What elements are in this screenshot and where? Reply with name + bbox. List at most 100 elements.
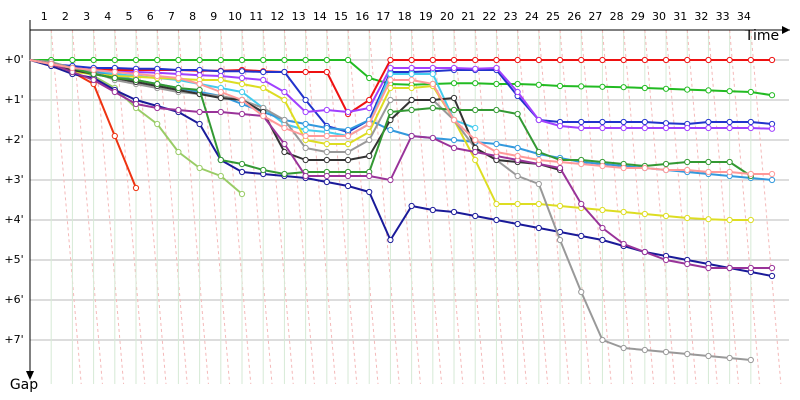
x-tick-label: 10 bbox=[228, 10, 242, 23]
data-point bbox=[450, 94, 458, 102]
lap-dash bbox=[517, 29, 549, 385]
data-point bbox=[132, 76, 140, 84]
data-point bbox=[578, 160, 585, 168]
data-point bbox=[408, 96, 415, 104]
data-point bbox=[556, 82, 564, 90]
x-tick-label: 5 bbox=[126, 10, 133, 23]
data-point bbox=[450, 64, 458, 72]
data-point bbox=[620, 208, 627, 216]
x-tick-label: 28 bbox=[610, 10, 624, 23]
data-point bbox=[344, 126, 352, 134]
data-point bbox=[768, 125, 776, 132]
y-tick-label: +2' bbox=[4, 133, 23, 146]
data-point bbox=[69, 56, 76, 64]
lap-dash bbox=[601, 29, 633, 385]
data-point bbox=[726, 118, 733, 126]
data-point bbox=[366, 96, 373, 104]
data-point bbox=[768, 92, 776, 99]
data-point bbox=[366, 152, 373, 160]
data-point bbox=[747, 264, 754, 272]
lap-dash bbox=[199, 29, 231, 385]
data-point bbox=[662, 85, 670, 92]
data-point bbox=[726, 88, 733, 95]
data-point bbox=[387, 84, 394, 92]
data-point bbox=[260, 68, 267, 76]
data-point bbox=[344, 148, 352, 156]
lap-dash bbox=[347, 29, 379, 385]
data-point bbox=[217, 76, 224, 84]
data-point bbox=[408, 202, 415, 210]
data-point bbox=[620, 84, 627, 91]
data-point bbox=[260, 76, 267, 84]
lap-dash bbox=[283, 29, 315, 385]
lap-dash bbox=[432, 29, 464, 385]
data-point bbox=[281, 124, 288, 132]
data-point bbox=[429, 96, 436, 104]
y-tick-label: +0' bbox=[4, 53, 23, 66]
lap-dash bbox=[750, 29, 782, 385]
lap-dash bbox=[729, 29, 761, 385]
lap-dash bbox=[707, 29, 739, 385]
x-tick-label: 2 bbox=[62, 10, 69, 23]
x-tick-label: 9 bbox=[210, 10, 217, 23]
data-point bbox=[747, 88, 754, 96]
data-point bbox=[599, 224, 606, 232]
data-point bbox=[323, 140, 330, 148]
data-point bbox=[514, 220, 521, 228]
data-point bbox=[641, 164, 648, 172]
lap-dash bbox=[623, 29, 655, 385]
data-point bbox=[726, 354, 733, 362]
x-tick-label: 24 bbox=[525, 10, 539, 23]
data-point bbox=[408, 106, 415, 114]
data-point bbox=[705, 56, 712, 64]
data-point bbox=[535, 148, 542, 156]
data-point bbox=[747, 56, 754, 64]
data-point bbox=[323, 106, 330, 114]
data-point bbox=[323, 156, 330, 164]
data-point bbox=[111, 68, 118, 76]
data-point bbox=[344, 182, 352, 190]
data-point bbox=[196, 56, 203, 64]
data-point bbox=[344, 132, 352, 140]
data-point bbox=[620, 240, 627, 248]
data-point bbox=[599, 236, 606, 244]
lap-dash bbox=[305, 29, 337, 385]
data-point bbox=[768, 176, 776, 184]
data-point bbox=[493, 64, 500, 72]
x-tick-label: 26 bbox=[567, 10, 581, 23]
data-point bbox=[514, 80, 521, 88]
data-point bbox=[366, 128, 373, 136]
x-tick-label: 4 bbox=[104, 10, 111, 23]
x-tick-label: 22 bbox=[482, 10, 496, 23]
data-point bbox=[556, 122, 564, 130]
x-tick-label: 15 bbox=[334, 10, 348, 23]
y-tick-label: +4' bbox=[4, 213, 23, 226]
data-point bbox=[747, 124, 754, 132]
data-point bbox=[556, 164, 564, 172]
x-tick-label: 19 bbox=[419, 10, 433, 23]
data-point bbox=[281, 148, 288, 156]
data-point bbox=[705, 216, 712, 223]
data-point bbox=[344, 156, 352, 164]
data-point bbox=[450, 56, 458, 64]
data-point bbox=[450, 136, 458, 144]
data-point bbox=[302, 144, 309, 152]
data-point bbox=[535, 224, 542, 232]
x-tick-label: 13 bbox=[292, 10, 306, 23]
data-point bbox=[344, 172, 352, 180]
data-point bbox=[302, 96, 309, 104]
lap-dash bbox=[114, 29, 146, 385]
data-point bbox=[429, 80, 436, 88]
x-tick-label: 20 bbox=[440, 10, 454, 23]
data-point bbox=[726, 264, 733, 272]
data-point bbox=[429, 70, 436, 78]
data-point bbox=[344, 56, 352, 64]
data-point bbox=[302, 68, 309, 76]
data-point bbox=[662, 212, 670, 220]
data-point bbox=[238, 110, 246, 118]
data-point bbox=[111, 74, 118, 82]
data-point bbox=[175, 106, 182, 114]
data-point bbox=[238, 74, 246, 82]
data-point bbox=[366, 74, 373, 82]
data-point bbox=[450, 208, 458, 216]
